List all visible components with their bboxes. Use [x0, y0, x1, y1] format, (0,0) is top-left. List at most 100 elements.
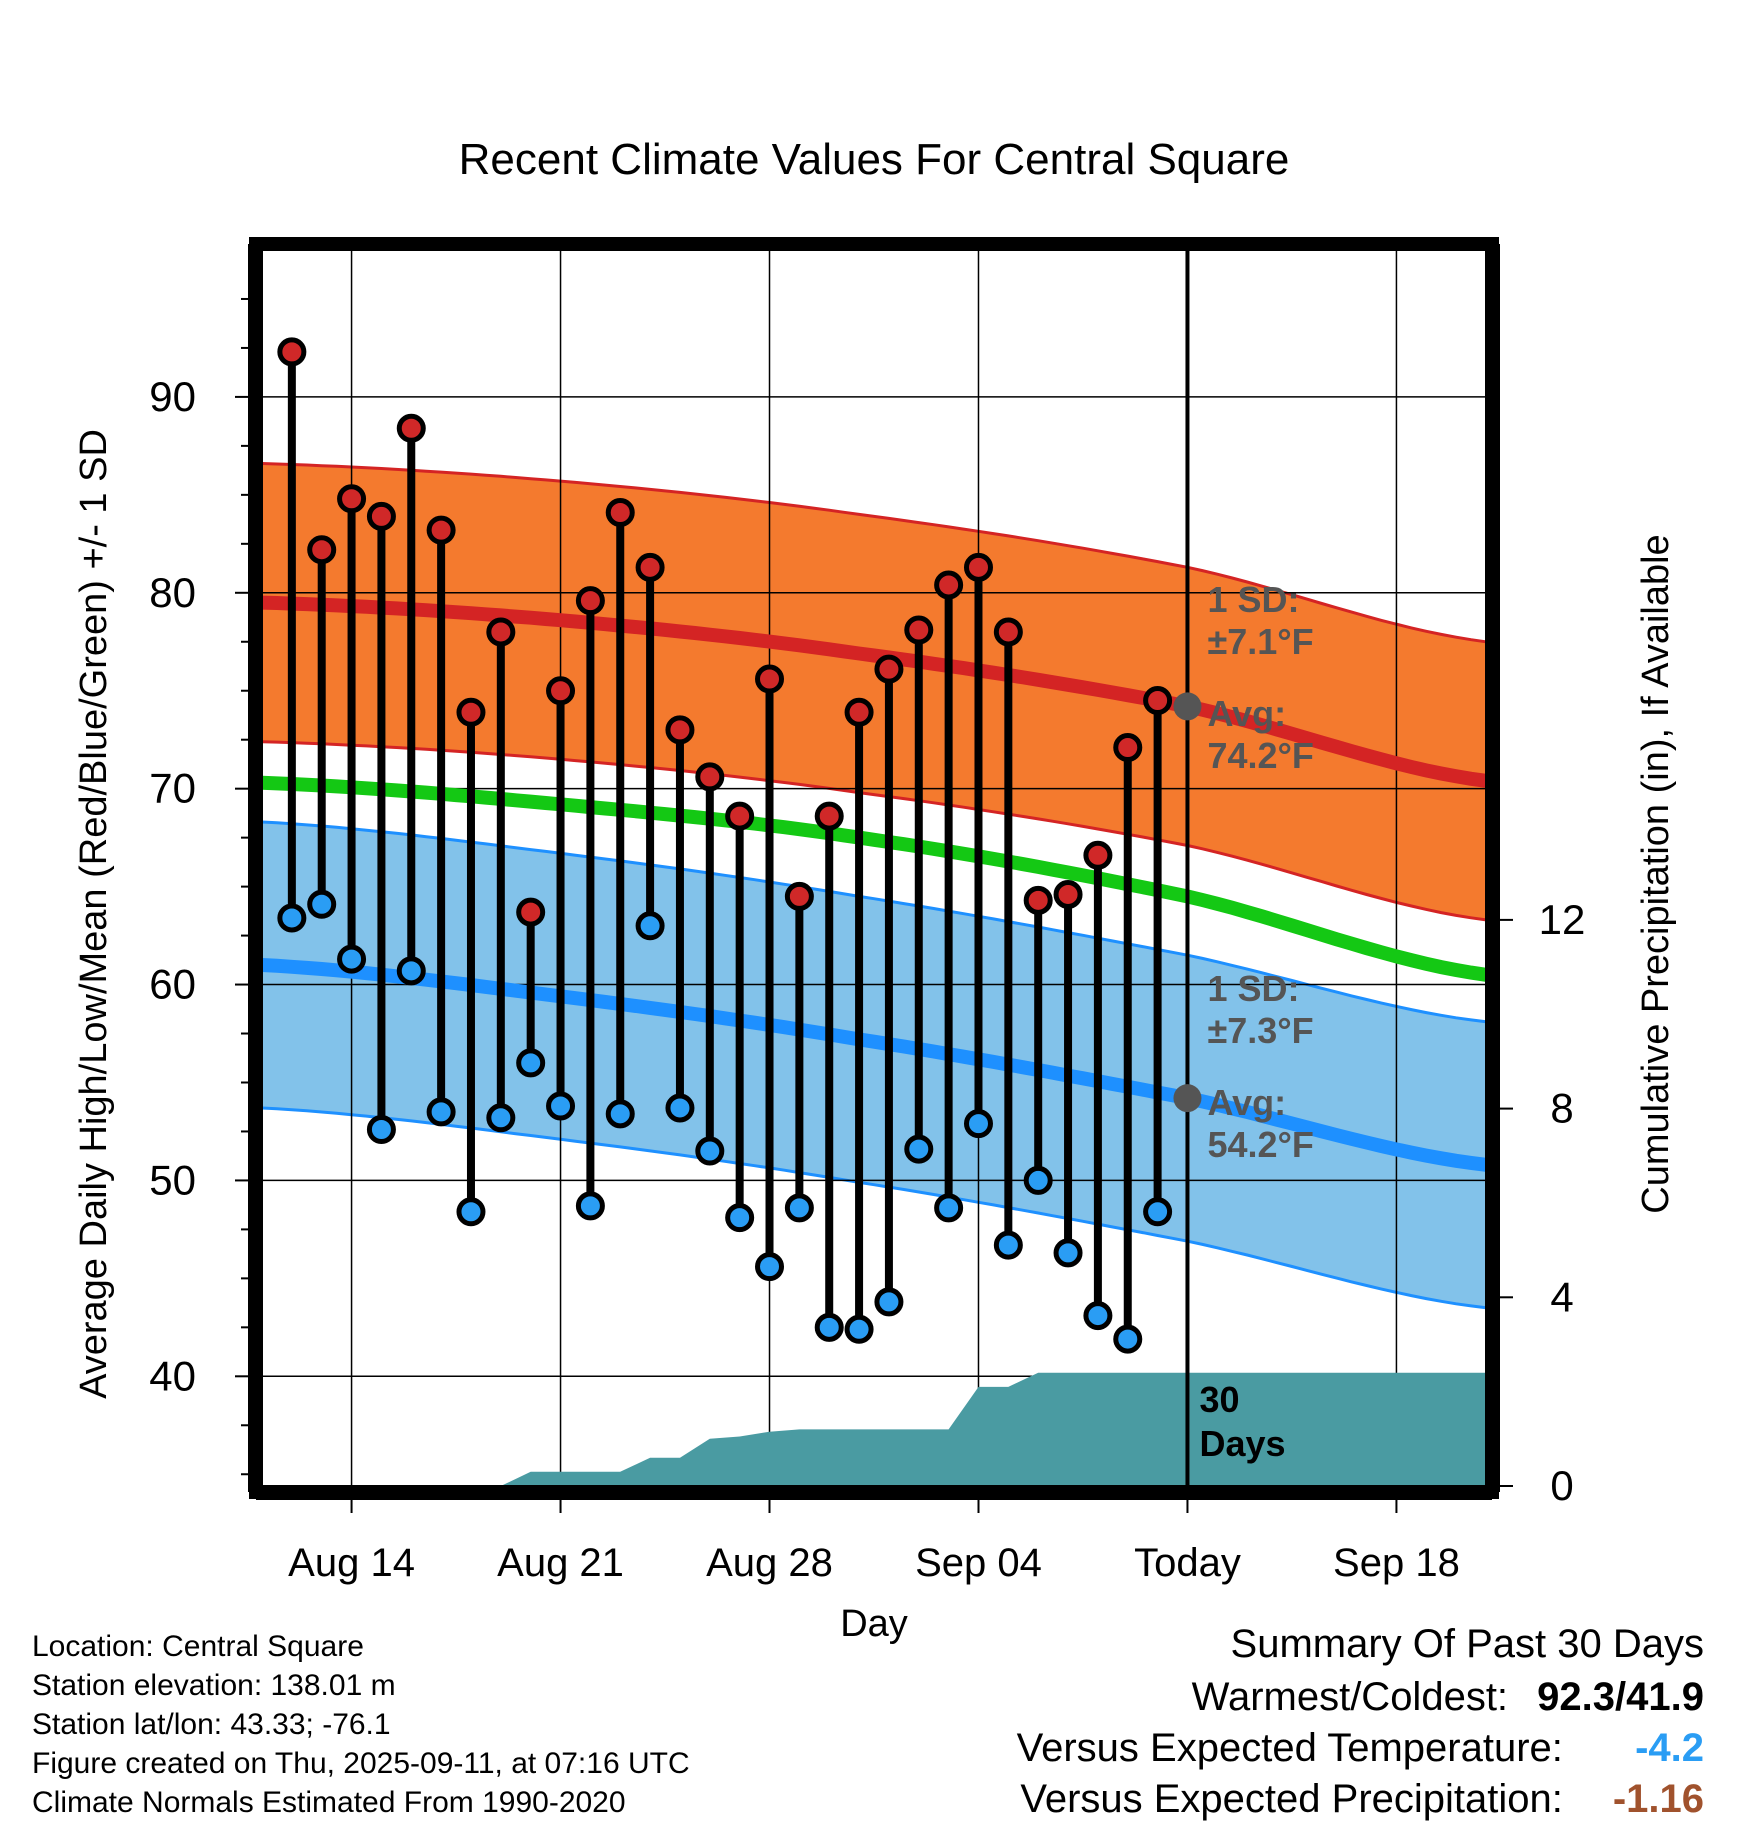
daily-low-point	[307, 889, 337, 919]
daily-low-point	[396, 956, 426, 986]
y-tick-label: 70	[149, 765, 196, 812]
daily-high-point	[546, 676, 576, 706]
summary-warm-cold-label: Warmest/Coldest:	[1191, 1675, 1509, 1719]
x-tick-label: Aug 28	[706, 1541, 833, 1585]
daily-low-point	[755, 1252, 785, 1282]
daily-high-point	[695, 762, 725, 792]
daily-high-point	[337, 484, 367, 514]
y-tick-label: 90	[149, 373, 196, 420]
daily-low-point	[665, 1093, 695, 1123]
daily-low-point	[1143, 1197, 1173, 1227]
summary-warm-cold-value: 92.3/41.9	[1537, 1675, 1704, 1719]
axes: 40 50 60 70 80 90 0 4 8 12 Aug 14 Aug 21 Aug 28 Sep 0…	[149, 244, 1585, 1585]
x-tick-label: Sep 18	[1333, 1541, 1460, 1585]
high-band-lower-edge	[261, 740, 1487, 922]
daily-high-point	[993, 617, 1023, 647]
daily-low-point	[725, 1203, 755, 1233]
normal-high-line	[261, 595, 1487, 788]
summary-warm-cold: Warmest/Coldest: 92.3/41.9	[1192, 1675, 1704, 1720]
daily-high-point	[725, 801, 755, 831]
y2-tick-label: 4	[1550, 1273, 1573, 1320]
daily-high-point	[755, 664, 785, 694]
normal-mean-line	[261, 775, 1488, 982]
normal-lines	[261, 595, 1488, 1172]
daily-low-point	[605, 1099, 635, 1129]
plot-border	[249, 237, 1499, 1499]
y2-tick-label: 0	[1550, 1462, 1573, 1509]
daily-high-point	[1113, 733, 1143, 763]
y2-tick-label: 12	[1539, 896, 1586, 943]
daily-high-point	[277, 337, 307, 367]
daily-high-point	[635, 552, 665, 582]
high-band-upper-edge	[261, 462, 1487, 644]
daily-low-point	[1053, 1238, 1083, 1268]
daily-high-point	[934, 570, 964, 600]
daily-high-point	[605, 497, 635, 527]
daily-high-point	[814, 801, 844, 831]
daily-low-point	[366, 1114, 396, 1144]
info-elevation: Station elevation: 138.01 m	[32, 1669, 396, 1702]
daily-low-point	[695, 1136, 725, 1166]
x-tick-label: Today	[1134, 1541, 1241, 1585]
daily-high-point	[874, 654, 904, 684]
daily-low-point	[1113, 1324, 1143, 1354]
x-axis-label: Day	[840, 1603, 908, 1645]
daily-high-point	[904, 615, 934, 645]
high-avg-value: 74.2°F	[1207, 735, 1313, 776]
daily-high-point	[1053, 879, 1083, 909]
x-tick-label: Sep 04	[915, 1541, 1042, 1585]
daily-low-point	[844, 1314, 874, 1344]
daily-low-point	[963, 1109, 993, 1139]
summary-heading-text: Summary Of Past 30 Days	[1230, 1622, 1704, 1666]
daily-high-point	[1143, 686, 1173, 716]
daily-low-point	[1083, 1301, 1113, 1331]
daily-high-point	[426, 515, 456, 545]
daily-low-point	[337, 944, 367, 974]
daily-low-point	[904, 1134, 934, 1164]
info-normals: Climate Normals Estimated From 1990-2020	[32, 1786, 626, 1819]
daily-low-point	[934, 1193, 964, 1223]
daily-high-point	[844, 697, 874, 727]
daily-low-point	[814, 1312, 844, 1342]
low-avg-label: Avg:	[1207, 1082, 1286, 1123]
summary-temp-label: Versus Expected Temperature:	[1016, 1726, 1563, 1770]
summary-precip-label: Versus Expected Precipitation:	[1020, 1777, 1563, 1821]
observed-temperatures	[277, 337, 1173, 1354]
daily-high-point	[1023, 885, 1053, 915]
daily-low-point	[874, 1287, 904, 1317]
daily-high-point	[575, 586, 605, 616]
info-location: Location: Central Square	[32, 1630, 364, 1663]
y2-axis-label: Cumulative Precipitation (in), If Availa…	[1635, 534, 1677, 1213]
window-label-days: Days	[1199, 1423, 1285, 1464]
low-avg-value: 54.2°F	[1207, 1124, 1313, 1165]
summary-precip: Versus Expected Precipitation: -1.16	[1020, 1777, 1704, 1822]
daily-low-point	[516, 1048, 546, 1078]
daily-high-point	[366, 501, 396, 531]
summary-temp-value: -4.2	[1635, 1726, 1704, 1770]
daily-low-point	[993, 1230, 1023, 1260]
low-band-upper-edge	[261, 820, 1487, 1024]
y-tick-label: 50	[149, 1156, 196, 1203]
low-sd-value: ±7.3°F	[1207, 1010, 1313, 1051]
plot-frame	[249, 237, 1499, 1499]
daily-low-point	[456, 1197, 486, 1227]
daily-low-point	[635, 911, 665, 941]
summary-temp: Versus Expected Temperature: -4.2	[1017, 1726, 1704, 1771]
x-tick-label: Aug 14	[288, 1541, 415, 1585]
chart-title: Recent Climate Values For Central Square	[459, 135, 1290, 184]
normal-bands	[261, 462, 1487, 1310]
y-tick-label: 80	[149, 569, 196, 616]
daily-high-point	[963, 552, 993, 582]
daily-low-point	[426, 1097, 456, 1127]
high-avg-label: Avg:	[1207, 693, 1286, 734]
daily-low-point	[784, 1193, 814, 1223]
precipitation-layer	[262, 1372, 1486, 1486]
daily-high-point	[486, 617, 516, 647]
summary-precip-value: -1.16	[1612, 1777, 1704, 1821]
info-latlon: Station lat/lon: 43.33; -76.1	[32, 1708, 391, 1741]
daily-high-point	[665, 715, 695, 745]
normal-low-line	[261, 958, 1487, 1172]
daily-high-point	[1083, 840, 1113, 870]
low-band-lower-edge	[261, 1106, 1487, 1310]
